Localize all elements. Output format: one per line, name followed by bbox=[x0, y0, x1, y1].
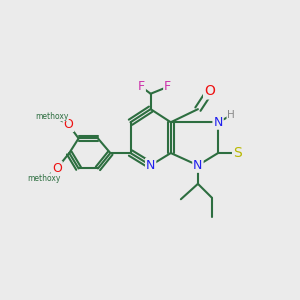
Text: O: O bbox=[64, 118, 74, 131]
Text: methoxy: methoxy bbox=[35, 112, 68, 121]
Text: O: O bbox=[204, 84, 215, 98]
Text: methoxy: methoxy bbox=[27, 174, 60, 183]
Text: F: F bbox=[138, 80, 145, 93]
Text: F: F bbox=[164, 80, 171, 93]
Text: N: N bbox=[213, 116, 223, 129]
Text: S: S bbox=[233, 146, 242, 160]
Text: N: N bbox=[146, 159, 155, 172]
Text: H: H bbox=[227, 110, 235, 120]
Text: N: N bbox=[193, 159, 203, 172]
Text: O: O bbox=[52, 162, 62, 175]
